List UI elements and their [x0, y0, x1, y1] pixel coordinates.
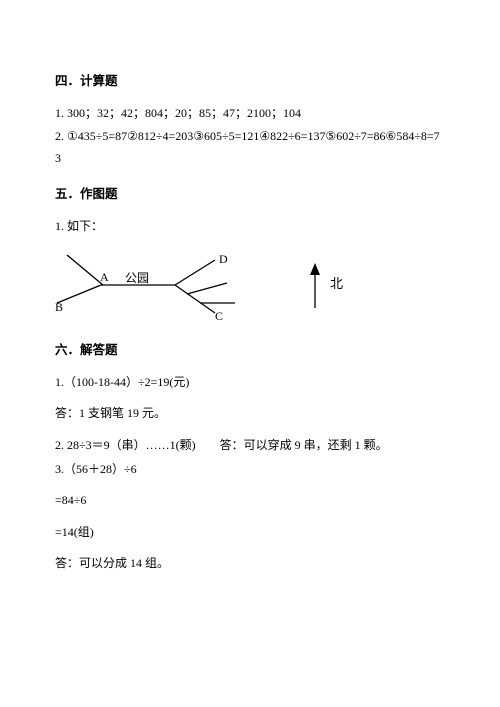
park-diagram: A B C D 公园 [55, 245, 265, 325]
s6-line-3: 3.（56＋28）÷6 [55, 459, 445, 481]
svg-text:北: 北 [330, 276, 343, 291]
s4-line-1: 1. 300；32；42；804；20；85；47；2100；104 [55, 103, 445, 125]
s6-answer-1: 答：1 支钢笔 19 元。 [55, 403, 445, 425]
section-6-title: 六．解答题 [55, 339, 445, 362]
svg-text:C: C [215, 309, 223, 323]
section-5-title: 五．作图题 [55, 183, 445, 206]
north-arrow-icon: 北 [295, 253, 350, 318]
page: 四．计算题 1. 300；32；42；804；20；85；47；2100；104… [0, 0, 500, 575]
svg-text:D: D [219, 252, 228, 266]
s6-line-4: =84÷6 [55, 490, 445, 512]
svg-text:公园: 公园 [125, 271, 149, 285]
section-6-body: 1.（100-18-44）÷2=19(元) 答：1 支钢笔 19 元。 2. 2… [55, 372, 445, 575]
section-5-body: 1. 如下： A B C D 公园 北 [55, 216, 445, 326]
s6-line-5: =14(组) [55, 522, 445, 544]
section-4-title: 四．计算题 [55, 70, 445, 93]
s4-line-2: 2. ①435÷5=87②812÷4=203③605÷5=121④822÷6=1… [55, 126, 445, 169]
svg-text:B: B [55, 300, 63, 314]
s6-line-1: 1.（100-18-44）÷2=19(元) [55, 372, 445, 394]
svg-text:A: A [100, 270, 109, 284]
s6-line-2: 2. 28÷3＝9（串）……1(颗) 答：可以穿成 9 串，还剩 1 颗。 [55, 435, 445, 457]
section-4-body: 1. 300；32；42；804；20；85；47；2100；104 2. ①4… [55, 103, 445, 170]
diagram-row: A B C D 公园 北 [55, 245, 445, 325]
s5-line-1: 1. 如下： [55, 216, 445, 238]
s6-answer-3: 答：可以分成 14 组。 [55, 553, 445, 575]
